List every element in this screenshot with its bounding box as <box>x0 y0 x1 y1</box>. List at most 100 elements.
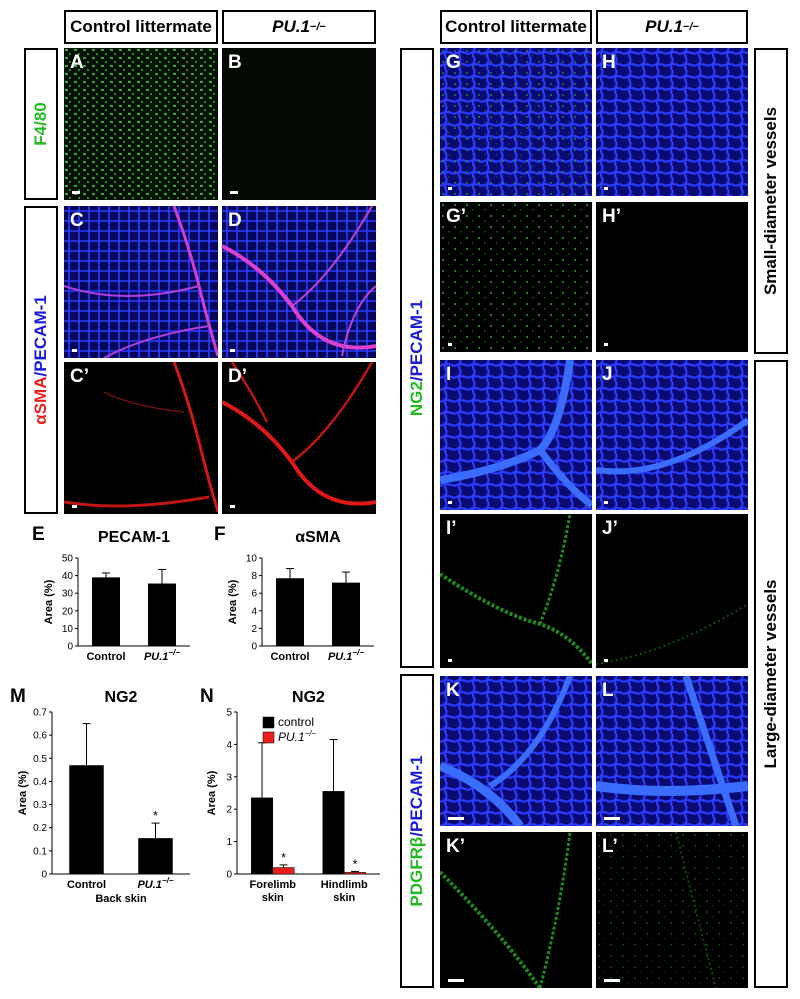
panel-label-i-prime: I’ <box>446 518 457 539</box>
panel-g-prime: G’ <box>440 202 592 352</box>
legend-label: control <box>278 715 314 729</box>
panel-label-a: A <box>70 52 84 73</box>
panel-g-prime-image <box>440 202 592 352</box>
panel-label-h: H <box>602 52 616 73</box>
row-label-f480-text: F4/80 <box>31 102 51 145</box>
panel-label-g: G <box>446 52 461 73</box>
y-tick-label: 0.7 <box>33 708 47 719</box>
header-right-control-text: Control littermate <box>445 17 587 36</box>
y-tick-label: 0.4 <box>33 777 47 788</box>
bar <box>69 765 104 874</box>
x-category-label: Control <box>67 879 106 891</box>
header-right-control: Control littermate <box>440 10 592 44</box>
scale-bar-i <box>448 501 452 504</box>
x-category-label: PU.1−/− <box>328 648 364 663</box>
panel-label-l-prime: L’ <box>602 836 618 857</box>
panel-d: D <box>222 206 376 358</box>
panel-label-j-prime: J’ <box>602 518 618 539</box>
bar <box>138 838 173 874</box>
y-tick-label: 0.3 <box>33 800 47 811</box>
chart-m-container: M NG2 Area (%) 0 0.1 0.2 0.3 0.4 0.5 0.6 0.7 Contro… <box>10 680 205 905</box>
scale-bar-k <box>448 817 464 820</box>
y-tick-label: 5 <box>226 708 232 719</box>
header-right-pu1-text: PU.1 <box>645 17 683 36</box>
panel-d-prime: D’ <box>222 362 376 514</box>
pdgfrb-label: PDGFRβ <box>407 836 426 907</box>
scale-bar-g <box>448 187 452 190</box>
panel-h-prime: H’ <box>596 202 748 352</box>
f480-label: F4/80 <box>31 102 50 146</box>
chart-n-container: N NG2 Area (%) 0 1 2 3 4 5 * Forelimb skin * Hindlimb… <box>195 680 395 905</box>
header-right-pu1-sup: −/− <box>682 21 699 33</box>
panel-label-l: L <box>602 680 614 701</box>
y-tick-label: 0 <box>226 870 232 881</box>
row-label-pdgfrb-text: PDGFRβ/PECAM-1 <box>407 755 427 906</box>
panel-c: C <box>64 206 218 358</box>
panel-label-c-prime: C’ <box>70 366 89 387</box>
x-axis-label: Back skin <box>95 893 147 905</box>
chart-m: M NG2 Area (%) 0 0.1 0.2 0.3 0.4 0.5 0.6 0.7 Contro… <box>10 686 190 905</box>
panel-h: H <box>596 48 748 196</box>
y-tick-label: 0.6 <box>33 731 47 742</box>
row-label-asma-text: αSMA/PECAM-1 <box>31 295 51 424</box>
scale-bar-g-prime <box>448 343 452 346</box>
scale-bar-d <box>230 349 235 352</box>
panel-label-c: C <box>70 210 84 231</box>
panel-c-image <box>64 206 218 358</box>
y-tick-label: 40 <box>62 571 74 582</box>
bar <box>92 577 120 646</box>
y-tick-label: 6 <box>251 589 257 600</box>
legend-swatch <box>262 731 275 744</box>
x-category-label: Control <box>86 651 125 663</box>
panel-j: J <box>596 360 748 510</box>
pdgfrb-pecam-label: /PECAM-1 <box>407 755 426 837</box>
chart-letter: M <box>10 686 26 707</box>
panel-label-d-prime: D’ <box>228 366 247 387</box>
legend-swatch <box>262 716 275 729</box>
small-vessels-text: Small-diameter vessels <box>761 107 781 295</box>
panel-i: I <box>440 360 592 510</box>
panel-label-j: J <box>602 364 613 385</box>
panel-k-image <box>440 676 592 826</box>
bar <box>251 797 273 875</box>
panel-label-d: D <box>228 210 242 231</box>
bar <box>276 578 304 646</box>
y-tick-label: 0.5 <box>33 754 47 765</box>
panel-label-i: I <box>446 364 452 385</box>
y-tick-label: 2 <box>251 624 257 635</box>
significance-mark: * <box>153 808 158 823</box>
header-left-control-text: Control littermate <box>70 17 212 36</box>
y-tick-label: 0.2 <box>33 823 47 834</box>
y-tick-label: 8 <box>251 571 257 582</box>
chart-title: NG2 <box>105 689 138 706</box>
row-label-asma: αSMA/PECAM-1 <box>24 206 58 514</box>
significance-mark: * <box>281 850 286 865</box>
row-label-ng2-text: NG2/PECAM-1 <box>407 300 427 416</box>
panel-g: G <box>440 48 592 196</box>
scale-bar-k-prime <box>448 979 464 982</box>
significance-mark: * <box>352 856 357 871</box>
x-group-label-line2: skin <box>262 892 284 904</box>
y-tick-label: 10 <box>62 624 74 635</box>
scale-bar-a <box>72 191 80 194</box>
asma-label: αSMA <box>31 376 50 425</box>
y-tick-label: 0 <box>41 870 47 881</box>
scale-bar-d-prime <box>230 505 235 508</box>
scale-bar-i-prime <box>448 659 452 662</box>
scale-bar-j <box>604 501 608 504</box>
panel-g-image <box>440 48 592 196</box>
row-label-small-vessels: Small-diameter vessels <box>754 48 788 354</box>
panel-i-prime-image <box>440 514 592 668</box>
y-tick-label: 30 <box>62 589 74 600</box>
panel-k-prime: K’ <box>440 832 592 988</box>
panel-label-h-prime: H’ <box>602 206 621 227</box>
panel-c-prime: C’ <box>64 362 218 514</box>
header-right-pu1: PU.1 −/− <box>596 10 748 44</box>
small-vessels-label: Small-diameter vessels <box>761 106 780 296</box>
panel-i-prime: I’ <box>440 514 592 668</box>
legend-label: PU.1−/− <box>278 729 317 744</box>
scale-bar-b <box>230 191 238 194</box>
x-group-label-line1: Hindlimb <box>321 879 368 891</box>
